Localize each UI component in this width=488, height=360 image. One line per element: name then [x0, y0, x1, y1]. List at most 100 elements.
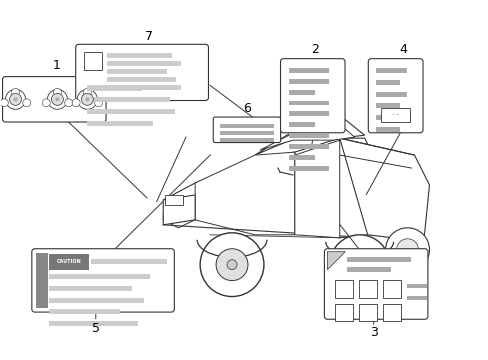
Bar [49, 254, 88, 270]
Circle shape [85, 97, 89, 101]
Bar [289, 112, 328, 116]
Bar [335, 303, 353, 321]
Bar [407, 284, 426, 288]
Bar [106, 53, 171, 58]
Circle shape [200, 233, 264, 297]
Polygon shape [339, 138, 428, 240]
Bar [359, 280, 376, 298]
Bar [289, 68, 328, 73]
Text: 6: 6 [243, 102, 250, 115]
Polygon shape [294, 140, 339, 238]
Circle shape [329, 235, 389, 294]
Bar [86, 85, 181, 90]
Bar [289, 100, 328, 105]
Bar [375, 91, 407, 96]
Bar [106, 61, 181, 66]
Bar [335, 280, 353, 298]
Bar [83, 52, 102, 70]
Bar [49, 310, 120, 315]
Circle shape [10, 93, 21, 105]
FancyBboxPatch shape [213, 117, 280, 143]
Bar [36, 253, 48, 308]
FancyBboxPatch shape [2, 77, 106, 122]
Circle shape [72, 99, 80, 107]
Polygon shape [254, 115, 364, 155]
Bar [381, 108, 409, 122]
Bar [383, 280, 400, 298]
Circle shape [14, 97, 18, 101]
Bar [289, 155, 314, 160]
Circle shape [47, 89, 67, 109]
Polygon shape [195, 152, 294, 235]
Bar [86, 86, 142, 91]
Text: 7: 7 [145, 30, 153, 43]
Polygon shape [294, 138, 374, 238]
Bar [407, 296, 426, 300]
Circle shape [0, 99, 8, 107]
Bar [375, 68, 407, 73]
Polygon shape [260, 118, 354, 150]
Text: CAUTION: CAUTION [56, 259, 81, 264]
Bar [383, 303, 400, 321]
Circle shape [226, 260, 237, 270]
Circle shape [53, 88, 61, 96]
Bar [86, 121, 153, 126]
Bar [346, 267, 390, 272]
Circle shape [23, 99, 31, 107]
Bar [49, 285, 132, 291]
Circle shape [385, 228, 428, 272]
Bar [289, 78, 328, 84]
FancyBboxPatch shape [32, 249, 174, 312]
Bar [90, 259, 167, 264]
Bar [86, 109, 175, 114]
Bar [220, 124, 273, 128]
Circle shape [77, 89, 97, 109]
Polygon shape [327, 252, 345, 270]
Bar [49, 274, 149, 279]
Circle shape [81, 93, 93, 105]
Text: 5: 5 [92, 322, 100, 335]
Circle shape [5, 89, 25, 109]
Bar [375, 127, 399, 132]
Circle shape [216, 249, 247, 280]
Bar [346, 257, 410, 262]
Circle shape [354, 260, 364, 270]
Bar [220, 138, 273, 142]
Circle shape [83, 88, 91, 96]
Circle shape [94, 99, 102, 107]
Circle shape [55, 97, 60, 101]
FancyBboxPatch shape [280, 59, 345, 133]
Bar [106, 77, 176, 82]
FancyBboxPatch shape [367, 59, 422, 133]
Bar [106, 69, 167, 74]
Circle shape [344, 250, 374, 280]
Polygon shape [163, 152, 294, 200]
Text: – –: – – [391, 112, 399, 117]
Circle shape [64, 99, 73, 107]
Bar [220, 131, 273, 135]
Bar [375, 103, 399, 108]
Bar [49, 298, 143, 302]
Polygon shape [163, 195, 195, 228]
Text: 4: 4 [398, 42, 406, 55]
Bar [289, 122, 314, 127]
Bar [165, 195, 183, 205]
Circle shape [51, 93, 63, 105]
Text: 2: 2 [311, 42, 319, 55]
Bar [375, 116, 407, 121]
Bar [49, 321, 138, 327]
Circle shape [12, 88, 20, 96]
Bar [289, 134, 328, 138]
Bar [289, 166, 328, 171]
Text: 3: 3 [369, 326, 377, 339]
Bar [289, 90, 314, 95]
Bar [359, 303, 376, 321]
Polygon shape [163, 195, 195, 225]
Bar [375, 80, 399, 85]
Bar [289, 144, 328, 149]
Bar [86, 97, 169, 102]
FancyBboxPatch shape [324, 249, 427, 319]
Text: 1: 1 [53, 59, 61, 72]
Circle shape [42, 99, 50, 107]
Circle shape [396, 239, 418, 261]
